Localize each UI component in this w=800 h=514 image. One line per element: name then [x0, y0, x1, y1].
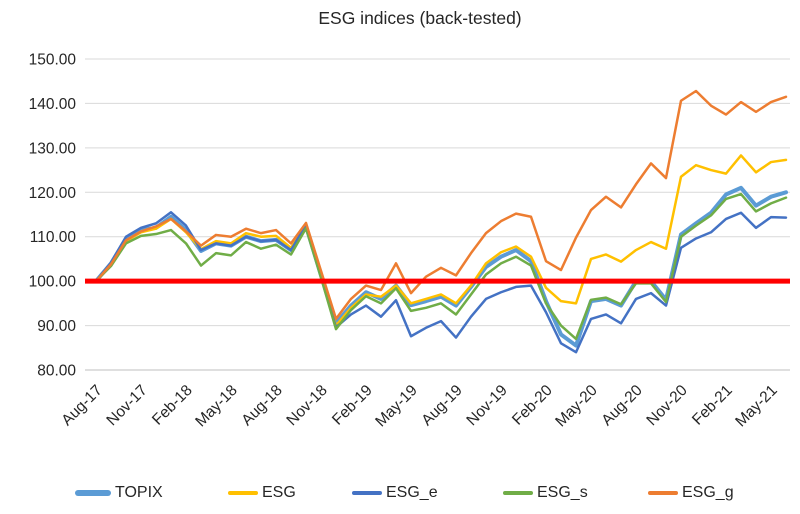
legend-swatch-ESG_g [648, 491, 678, 495]
legend-label: TOPIX [115, 484, 163, 501]
legend-item-ESG_e: ESG_e [352, 478, 438, 508]
series-line-ESG_g [94, 89, 788, 321]
x-axis-tick-label: May-19 [372, 382, 421, 431]
chart-title: ESG indices (back-tested) [318, 8, 522, 28]
legend-item-ESG_s: ESG_s [503, 478, 588, 508]
x-axis-tick-label: Aug-18 [238, 382, 285, 429]
y-axis-tick-label: 100.00 [29, 274, 77, 291]
y-axis-tick-label: 150.00 [29, 52, 77, 69]
y-axis-tick-label: 80.00 [37, 363, 76, 380]
x-axis-tick-label: Aug-19 [418, 382, 465, 429]
legend-swatch-ESG_e [352, 491, 382, 495]
x-axis-tick-label: Nov-18 [283, 382, 330, 429]
series-line-ESG_s [94, 192, 788, 341]
legend-label: ESG [262, 484, 296, 501]
x-axis-tick-label: May-18 [192, 382, 241, 431]
legend-swatch-ESG_s [503, 491, 533, 495]
x-axis-tick-label: Feb-18 [149, 382, 196, 429]
series-line-ESG [94, 154, 788, 327]
x-axis-tick-label: Nov-19 [463, 382, 510, 429]
x-axis-tick-label: Aug-17 [58, 382, 105, 429]
legend-item-ESG: ESG [228, 478, 296, 508]
legend-item-TOPIX: TOPIX [75, 478, 163, 508]
legend-item-ESG_g: ESG_g [648, 478, 734, 508]
legend-swatch-TOPIX [75, 490, 111, 496]
x-axis-tick-label: Feb-19 [329, 382, 376, 429]
y-axis-tick-label: 140.00 [29, 96, 77, 113]
x-axis-tick-label: Feb-20 [509, 382, 556, 429]
x-axis-tick-label: Nov-20 [643, 382, 691, 430]
y-axis-tick-label: 130.00 [29, 140, 77, 157]
x-axis-tick-label: Feb-21 [689, 382, 736, 429]
legend-label: ESG_e [386, 484, 438, 501]
legend-swatch-ESG [228, 491, 258, 495]
series-line-ESG_e [94, 211, 788, 354]
line-chart-plot-area: 150.00 140.00 130.00 120.00 110.00 100.00 90.0… [29, 52, 790, 431]
y-axis-tick-label: 120.00 [29, 185, 77, 202]
x-axis-tick-label: Nov-17 [103, 382, 150, 429]
y-axis-tick-label: 90.00 [37, 318, 76, 335]
x-axis-tick-label: May-20 [552, 382, 601, 431]
x-axis-tick-label: Aug-20 [598, 382, 646, 430]
legend-label: ESG_s [537, 484, 588, 501]
legend-label: ESG_g [682, 484, 734, 501]
y-axis-tick-label: 110.00 [30, 229, 77, 246]
chart-legend: TOPIX ESG ESG_e ESG_s ESG_g [0, 478, 800, 508]
x-axis-tick-label: May-21 [732, 382, 781, 431]
